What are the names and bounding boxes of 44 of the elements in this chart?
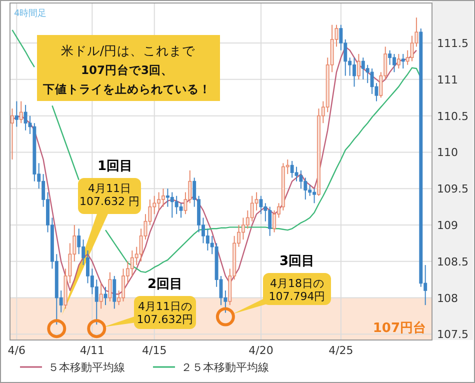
x-tick-label: 4/20 (248, 344, 274, 357)
candlestick (299, 170, 303, 190)
band-label: 107円台 (372, 320, 426, 336)
legend-label: ５本移動平均線 (48, 361, 125, 374)
candlestick (104, 286, 108, 306)
annotation: 2回目 (147, 277, 183, 292)
candlestick (179, 202, 183, 218)
candlestick (14, 100, 18, 128)
annotation: 3回目 (279, 254, 315, 269)
y-tick-label: 109.5 (437, 182, 468, 196)
annotation: 4月11日 107.632 円 (80, 182, 140, 208)
candlestick (370, 68, 374, 94)
y-tick-label: 107.5 (437, 328, 468, 342)
y-tick-label: 108 (437, 292, 458, 305)
candlestick (112, 275, 116, 310)
x-tick-label: 4/6 (8, 344, 26, 357)
candlestick (356, 53, 360, 80)
candlestick (396, 53, 400, 70)
candlestick (388, 50, 392, 66)
y-tick-label: 111.5 (437, 37, 468, 50)
candlestick (19, 100, 23, 124)
y-tick-label: 110.5 (437, 110, 468, 123)
x-tick-label: 4/25 (328, 344, 354, 357)
candlestick (290, 160, 294, 178)
candlestick (24, 104, 28, 131)
candlestick (272, 210, 276, 233)
annotation: 4月18日の 107.794円 (268, 277, 326, 304)
annotation: 4時間足 (14, 8, 47, 19)
y-tick-label: 108.5 (437, 255, 468, 268)
candlestick (77, 228, 81, 255)
candlestick (259, 195, 263, 215)
annotation: 1回目 (97, 159, 133, 174)
y-tick-label: 110 (437, 146, 458, 160)
x-tick-label: 4/15 (142, 344, 167, 357)
x-tick-label: 4/11 (80, 344, 105, 357)
candlestick (10, 108, 14, 160)
title-box: 米ドル/円は、これまで 107円台で3回、下値トライを止められている！ (37, 35, 220, 101)
candlestick (294, 166, 298, 182)
callout: 4月18日の 107.794円 (216, 273, 331, 326)
legend-label: ２５本移動平均線 (181, 361, 269, 374)
y-tick-label: 111 (437, 73, 458, 86)
candlestick (401, 53, 405, 70)
y-tick-label: 109 (437, 219, 458, 232)
candlestick (94, 279, 98, 326)
